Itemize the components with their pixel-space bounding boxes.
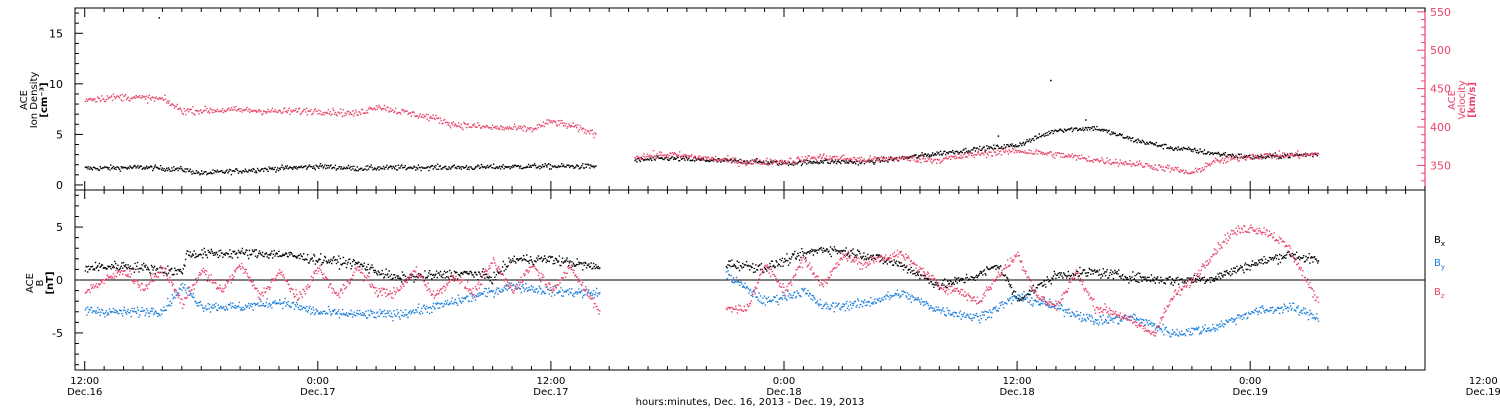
time-tick-label: 12:00 — [1003, 376, 1032, 387]
time-axis-label: hours:minutes, Dec. 16, 2013 - Dec. 19, … — [636, 397, 865, 408]
field-axis-label-line: ACE — [25, 273, 36, 293]
day-tick-label: Dec.17 — [300, 387, 335, 398]
day-tick-label: Dec.19 — [1466, 387, 1500, 398]
field-axis-label: ACE B [nT] — [25, 271, 56, 294]
time-tick-label: 12:00 — [1469, 376, 1498, 387]
velocity-axis: 350 400 450 500 550 — [1417, 6, 1451, 190]
velocity-tick-label: 500 — [1430, 44, 1451, 57]
time-tick-label: 0:00 — [1239, 376, 1261, 387]
legend-by: By — [1434, 258, 1445, 271]
density-velocity-data — [84, 17, 1320, 176]
legend-bx: Bx — [1434, 235, 1445, 248]
density-tick-label: 0 — [56, 179, 63, 192]
density-series — [785, 125, 1319, 167]
time-tick-label: 0:00 — [773, 376, 795, 387]
density-axis-label-line: ACE — [19, 90, 30, 110]
bz-series — [84, 257, 601, 315]
velocity-tick-label: 350 — [1430, 159, 1451, 172]
density-series — [84, 163, 597, 176]
velocity-axis-label-line: ACE — [1447, 90, 1458, 110]
legend-bz: Bz — [1434, 287, 1445, 300]
field-axis: -5 0 5 — [52, 194, 83, 366]
density-axis-label-line: Ion Density — [29, 72, 40, 129]
density-axis-label-line: [cm⁻³] — [39, 82, 50, 117]
field-tick-label: 5 — [56, 221, 63, 234]
density-series-outlier — [997, 135, 1000, 137]
velocity-tick-label: 450 — [1430, 83, 1451, 96]
day-tick-label: Dec.19 — [1233, 387, 1268, 398]
velocity-tick-label: 400 — [1430, 121, 1451, 134]
density-tick-label: 5 — [56, 128, 63, 141]
time-tick-label: 12:00 — [70, 376, 99, 387]
field-axis-label-line: B — [35, 279, 46, 286]
time-tick-label: 0:00 — [307, 376, 329, 387]
density-axis-label: ACE Ion Density [cm⁻³] — [19, 72, 50, 129]
field-axis-label-line: [nT] — [45, 271, 56, 294]
field-tick-label: 0 — [56, 274, 63, 287]
velocity-axis-label-line: [km/s] — [1467, 82, 1478, 118]
bx-series — [84, 247, 601, 285]
magnetic-field-data — [84, 224, 1320, 338]
velocity-tick-label: 550 — [1430, 6, 1451, 19]
density-series — [634, 155, 787, 167]
velocity-series — [634, 146, 1320, 175]
velocity-series — [84, 93, 597, 139]
density-series-outlier — [1085, 119, 1087, 121]
day-tick-label: Dec.16 — [67, 387, 102, 398]
density-series-outlier — [1050, 79, 1052, 82]
velocity-axis-label-line: Velocity — [1457, 80, 1468, 119]
density-series-outlier — [158, 17, 161, 19]
by-series — [84, 281, 601, 322]
day-tick-label: Dec.17 — [533, 387, 568, 398]
time-tick-label: 12:00 — [536, 376, 565, 387]
density-tick-label: 10 — [49, 78, 63, 91]
velocity-axis-label: ACE Velocity [km/s] — [1447, 80, 1478, 119]
day-tick-label: Dec.18 — [999, 387, 1034, 398]
density-tick-label: 15 — [49, 27, 63, 40]
time-axis: 12:00Dec.160:00Dec.1712:00Dec.170:00Dec.… — [67, 8, 1500, 398]
field-tick-label: -5 — [52, 327, 63, 340]
day-tick-label: Dec.18 — [766, 387, 801, 398]
density-axis: 0 5 10 15 — [49, 12, 83, 192]
field-legend: Bx By Bz — [1434, 235, 1445, 300]
